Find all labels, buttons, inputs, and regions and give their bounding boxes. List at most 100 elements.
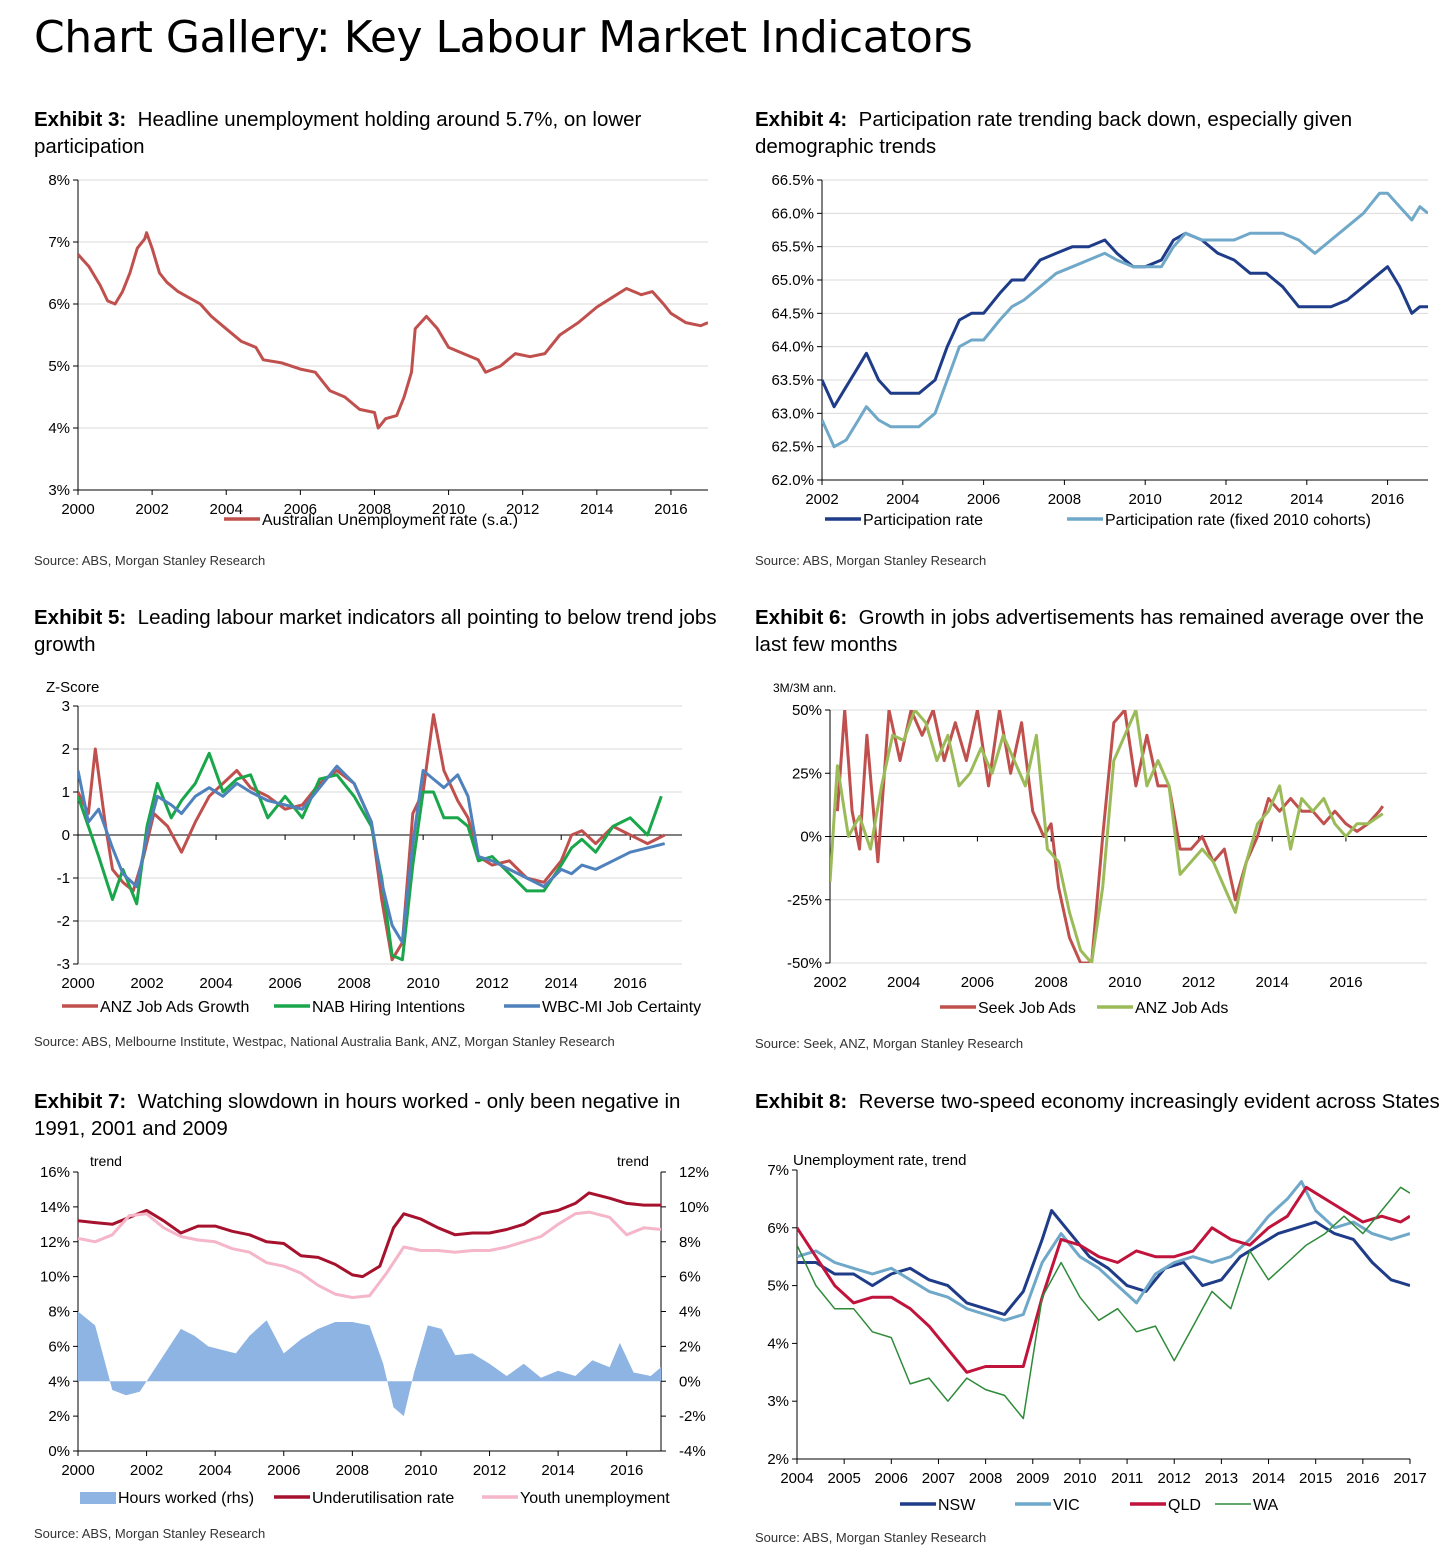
ex5-legend-label: WBC-MI Job Certainty	[542, 999, 701, 1016]
ex7-y-tick-label: 6%	[48, 1338, 70, 1355]
ex8-y-axis-label: Unemployment rate, trend	[793, 1152, 966, 1169]
ex8-series-wa	[797, 1186, 1410, 1420]
ex5-y-tick-label: -1	[57, 870, 70, 887]
exhibit-3-panel: Exhibit 3: Headline unemployment holding…	[34, 106, 724, 576]
exhibit-3-source: Source: ABS, Morgan Stanley Research	[34, 553, 266, 568]
ex5-y-tick-label: -2	[57, 913, 70, 930]
ex5-x-tick-label: 2012	[475, 975, 508, 992]
ex7-legend-swatch	[80, 1492, 116, 1504]
exhibit-3-chart: 3% 4% 5% 6% 7% 8% 2000 2002 2004 2006 2008 2010 2012…	[48, 172, 708, 529]
ex7-y2-tick-label: 2%	[679, 1338, 701, 1355]
ex4-x-tick-label: 2014	[1290, 491, 1323, 508]
page-title: Chart Gallery: Key Labour Market Indicat…	[34, 12, 973, 63]
exhibit-8-source: Source: ABS, Morgan Stanley Research	[755, 1530, 987, 1545]
ex4-y-tick-label: 62.0%	[771, 472, 814, 489]
ex7-x-tick-label: 2004	[198, 1462, 231, 1479]
ex8-x-tick-label: 2007	[922, 1470, 955, 1487]
ex7-series-hours-worked-rhs	[78, 1311, 661, 1417]
ex7-y-tick-label: 12%	[40, 1234, 70, 1251]
ex6-series-anz-job-ads	[830, 710, 1384, 963]
ex5-y-axis-label: Z-Score	[46, 679, 99, 696]
ex8-y-tick-label: 5%	[767, 1278, 789, 1295]
ex7-y-tick-label: 14%	[40, 1199, 70, 1216]
ex3-y-tick-label: 8%	[48, 172, 70, 189]
ex4-x-tick-label: 2002	[805, 491, 838, 508]
ex4-y-tick-label: 63.5%	[771, 372, 814, 389]
ex7-y-tick-label: 8%	[48, 1304, 70, 1321]
ex5-x-tick-label: 2008	[337, 975, 370, 992]
ex7-y2-tick-label: 12%	[679, 1164, 709, 1181]
exhibit-6-title: Exhibit 6: Growth in jobs advertisements…	[755, 606, 1424, 656]
ex7-x-tick-label: 2006	[267, 1462, 300, 1479]
ex7-y-tick-label: 10%	[40, 1269, 70, 1286]
ex4-x-tick-label: 2012	[1209, 491, 1242, 508]
ex6-x-tick-label: 2016	[1329, 974, 1362, 991]
ex5-y-tick-label: 0	[62, 827, 70, 844]
ex7-x-tick-label: 2002	[130, 1462, 163, 1479]
ex7-left-axis-note: trend	[90, 1153, 122, 1169]
ex5-x-tick-label: 2014	[545, 975, 578, 992]
ex6-y-tick-label: 0%	[800, 829, 822, 846]
ex7-y-tick-label: 4%	[48, 1373, 70, 1390]
ex4-y-tick-label: 62.5%	[771, 439, 814, 456]
ex5-x-tick-label: 2016	[614, 975, 647, 992]
exhibit-6-chart: -50% -25% 0% 25% 50% 2002 2004 2006 2008 2010 2012…	[773, 681, 1427, 1017]
ex3-legend-label: Australian Unemployment rate (s.a.)	[262, 512, 518, 529]
exhibit-4-title: Exhibit 4: Participation rate trending b…	[755, 108, 1353, 158]
ex7-x-tick-label: 2014	[541, 1462, 574, 1479]
exhibit-4-chart: 62.0% 62.5% 63.0% 63.5% 64.0% 64.5% 65.0% 65.5%…	[771, 172, 1428, 529]
ex7-legend-label: Hours worked (rhs)	[118, 1490, 254, 1507]
ex6-x-tick-label: 2014	[1256, 974, 1289, 991]
ex3-x-tick-label: 2008	[358, 501, 391, 518]
ex8-legend-label: QLD	[1168, 1497, 1201, 1514]
exhibit-7-source: Source: ABS, Morgan Stanley Research	[34, 1526, 266, 1541]
ex4-x-tick-label: 2004	[886, 491, 919, 508]
exhibit-6-panel: Exhibit 6: Growth in jobs advertisements…	[755, 604, 1442, 1054]
ex3-y-tick-label: 6%	[48, 296, 70, 313]
ex8-y-tick-label: 4%	[767, 1335, 789, 1352]
ex3-x-tick-label: 2014	[580, 501, 613, 518]
exhibit-3-title: Exhibit 3: Headline unemployment holding…	[34, 108, 642, 158]
ex8-x-tick-label: 2015	[1299, 1470, 1332, 1487]
ex4-legend-label: Participation rate	[863, 512, 983, 529]
exhibit-5-chart: -3 -2 -1 0 1 2 3 2000 2002 2004 2006 2008 2010 2012 20…	[46, 679, 701, 1016]
ex6-y-tick-label: -50%	[787, 955, 822, 972]
ex6-y-tick-label: 25%	[792, 765, 822, 782]
exhibit-5-source: Source: ABS, Melbourne Institute, Westpa…	[34, 1034, 615, 1049]
ex7-x-tick-label: 2012	[473, 1462, 506, 1479]
ex5-x-tick-label: 2006	[268, 975, 301, 992]
ex7-y2-tick-label: 10%	[679, 1199, 709, 1216]
ex7-y2-tick-label: 6%	[679, 1269, 701, 1286]
ex6-x-tick-label: 2004	[887, 974, 920, 991]
ex5-legend-label: NAB Hiring Intentions	[312, 999, 465, 1016]
ex8-series-qld	[797, 1185, 1410, 1374]
ex7-x-tick-label: 2016	[610, 1462, 643, 1479]
ex7-x-tick-label: 2010	[404, 1462, 437, 1479]
ex8-y-tick-label: 3%	[767, 1393, 789, 1410]
ex6-x-tick-label: 2012	[1182, 974, 1215, 991]
ex8-x-tick-label: 2011	[1111, 1470, 1143, 1487]
ex7-legend-label: Underutilisation rate	[312, 1490, 454, 1507]
ex5-series-nab-hiring-intentions	[78, 751, 663, 962]
ex5-series-wbc-mi-job-certainty	[78, 764, 666, 944]
exhibit-4-panel: Exhibit 4: Participation rate trending b…	[755, 106, 1442, 576]
ex4-series-participation-rate-fixed-2010-cohorts	[822, 191, 1428, 449]
ex7-y2-tick-label: 4%	[679, 1304, 701, 1321]
ex8-y-tick-label: 6%	[767, 1220, 789, 1237]
ex7-legend-label: Youth unemployment	[520, 1490, 670, 1507]
ex7-y-tick-label: 2%	[48, 1408, 70, 1425]
ex7-y-tick-label: 16%	[40, 1164, 70, 1181]
exhibit-4-source: Source: ABS, Morgan Stanley Research	[755, 553, 987, 568]
ex6-legend-label: ANZ Job Ads	[1135, 1000, 1228, 1017]
ex3-x-tick-label: 2016	[654, 501, 687, 518]
ex8-x-tick-label: 2008	[969, 1470, 1002, 1487]
ex5-x-tick-label: 2004	[199, 975, 232, 992]
ex8-x-tick-label: 2004	[780, 1470, 813, 1487]
exhibit-5-panel: Exhibit 5: Leading labour market indicat…	[34, 604, 724, 1054]
ex4-series-participation-rate	[822, 231, 1428, 409]
ex5-y-tick-label: 1	[62, 784, 70, 801]
ex8-x-tick-label: 2014	[1252, 1470, 1285, 1487]
ex6-y-tick-label: 50%	[792, 702, 822, 719]
ex7-y-tick-label: 0%	[48, 1443, 70, 1460]
ex8-x-tick-label: 2006	[875, 1470, 908, 1487]
